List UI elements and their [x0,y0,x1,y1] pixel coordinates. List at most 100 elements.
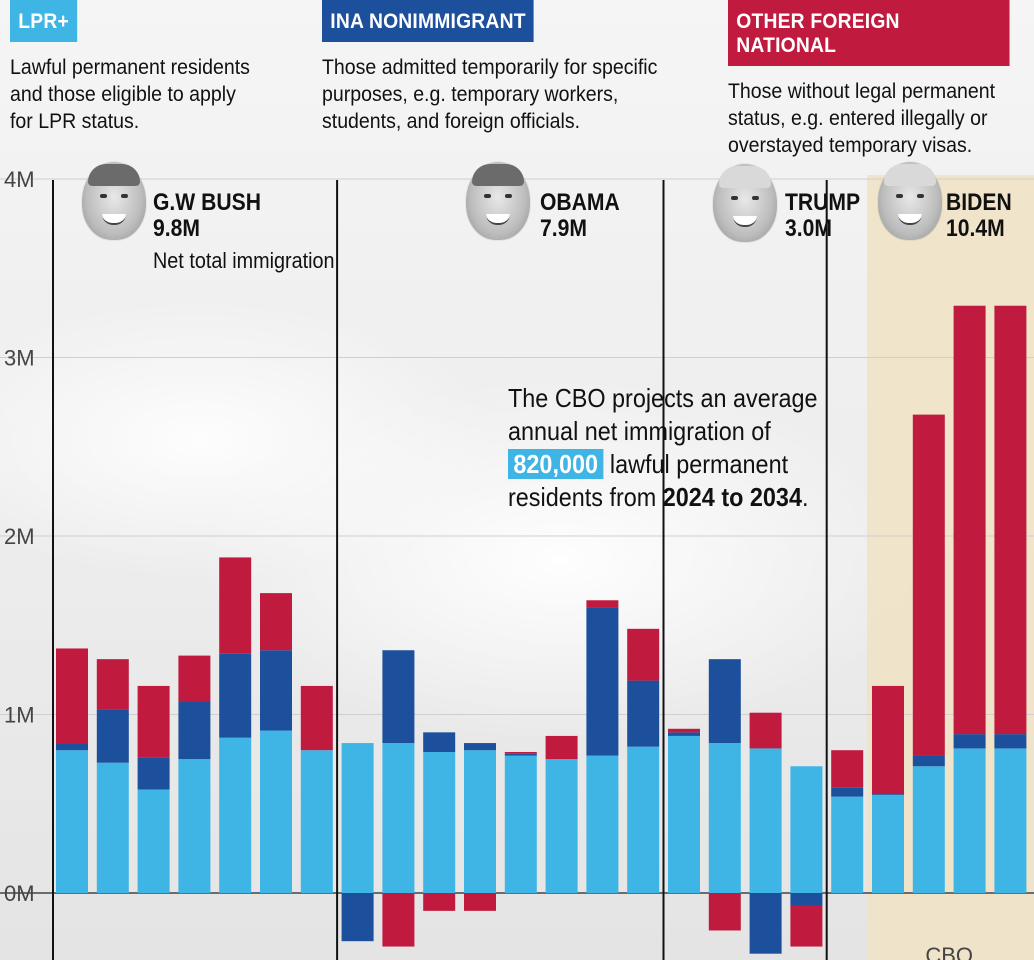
bar-segment-nonimmigrant [137,757,170,790]
annotation-bold-years: 2024 to 2034 [662,482,802,512]
annotation-line: The CBO projects an average [508,383,818,413]
president-total: 7.9M [540,215,587,242]
legend-desc-nonimmigrant: Those admitted temporarily for specific … [322,56,658,133]
legend-tag-lpr: LPR+ [10,0,78,42]
president-name: TRUMP [785,189,861,216]
bar-segment-nonimmigrant [872,793,904,795]
legend-tag-other: OTHER FOREIGN NATIONAL [728,0,1010,66]
bar-segment-lpr [749,748,782,893]
legend-tag-nonimmigrant: INA NONIMMIGRANT [322,0,534,42]
bar-segment-other [96,659,129,710]
bar-segment-other [831,750,864,788]
bar-segment-lpr [545,759,578,893]
president-name: BIDEN [946,189,1012,216]
bar-segment-nonimmigrant [423,732,456,752]
bar-segment-nonimmigrant [178,702,211,760]
legend-other: OTHER FOREIGN NATIONAL Those without leg… [728,0,1034,159]
bar-segment-other [382,893,415,947]
bar-segment-lpr [423,751,456,893]
y-tick-label: 1M [4,703,35,728]
bar-segment-other [668,728,700,733]
y-tick-labels: 0M 1M 2M 3M 4M [4,167,35,906]
term-dividers [52,180,828,960]
trump-portrait-icon [713,164,777,242]
bar-segment-nonimmigrant [341,893,374,942]
bar-segment-lpr [137,789,170,893]
bar-segment-nonimmigrant [627,680,660,747]
bar-segment-lpr [708,743,741,893]
bar-segment-nonimmigrant [382,650,415,744]
bar-segment-lpr [953,748,986,893]
annotation-line: residents from [508,482,663,512]
bar-segment-lpr [260,730,292,893]
president-label-trump: TRUMP 3.0M [785,190,860,242]
bar-segment-nonimmigrant [912,755,945,767]
president-total: 10.4M [946,215,1005,242]
bar-segment-nonimmigrant [504,753,537,756]
annotation-highlight: 820,000 [508,449,604,479]
bar-segment-lpr [912,766,945,893]
bar-segment-nonimmigrant [994,734,1027,749]
bar-segment-lpr [300,750,333,893]
bar-segment-lpr [831,796,864,893]
bar-segment-nonimmigrant [790,893,823,906]
y-tick-label: 0M [4,881,35,906]
bar-segment-other [219,557,252,654]
bar-segment-lpr [668,735,700,893]
bar-segment-other [953,305,986,735]
bar-segment-nonimmigrant [219,653,252,738]
bar-segment-other [260,593,292,651]
bar-segment-nonimmigrant [96,709,129,763]
bar-segment-lpr [341,743,374,893]
president-label-obama: OBAMA 7.9M [540,190,620,242]
legend-desc-other: Those without legal permanent status, e.… [728,80,996,157]
bar-segment-lpr [994,748,1027,893]
bar-segment-other [586,600,619,608]
annotation-line: annual net immigration of [508,416,771,446]
bar-segment-lpr [178,759,211,893]
legend-lpr: LPR+ Lawful permanent residents and thos… [10,0,268,135]
bar-segment-other [504,751,537,754]
president-label-bush: G.W BUSH 9.8M [153,190,261,242]
bar-segment-lpr [586,755,619,893]
legend-nonimmigrant: INA NONIMMIGRANT Those admitted temporar… [322,0,683,135]
bar-segment-nonimmigrant [586,607,619,756]
bar-segment-lpr [872,794,904,893]
obama-portrait-icon [466,162,530,240]
bar-segment-other [790,905,823,947]
y-tick-label: 4M [4,167,35,192]
y-tick-label: 2M [4,524,35,549]
president-total: 3.0M [785,215,832,242]
legend-desc-lpr: Lawful permanent residents and those eli… [10,56,250,133]
bar-segment-other [627,628,660,681]
bars [56,305,1027,954]
bar-segment-other [423,893,456,911]
president-name: G.W BUSH [153,189,261,216]
president-total: 9.8M [153,215,200,242]
bar-segment-lpr [464,750,496,893]
bar-segment-lpr [382,743,415,893]
bar-segment-nonimmigrant [56,743,88,751]
bar-segment-nonimmigrant [749,893,782,954]
bar-segment-lpr [790,766,823,893]
bar-segment-other [300,685,333,751]
bar-segment-other [708,893,741,931]
bar-segment-other [464,893,496,911]
bar-segment-lpr [219,737,252,893]
annotation-line: lawful permanent [603,449,789,479]
bar-segment-lpr [627,746,660,893]
president-label-biden: BIDEN 10.4M [946,190,1012,242]
bar-segment-other [912,414,945,756]
bar-segment-other [137,685,170,758]
bar-segment-other [178,655,211,703]
president-name: OBAMA [540,189,620,216]
biden-portrait-icon [878,162,942,240]
bar-segment-nonimmigrant [668,732,700,736]
bar-segment-other [994,305,1027,735]
bar-segment-lpr [56,750,88,893]
cbo-label: CBO [925,943,973,960]
bar-segment-nonimmigrant [831,787,864,797]
bar-segment-nonimmigrant [953,734,986,749]
bar-segment-lpr [96,762,129,893]
